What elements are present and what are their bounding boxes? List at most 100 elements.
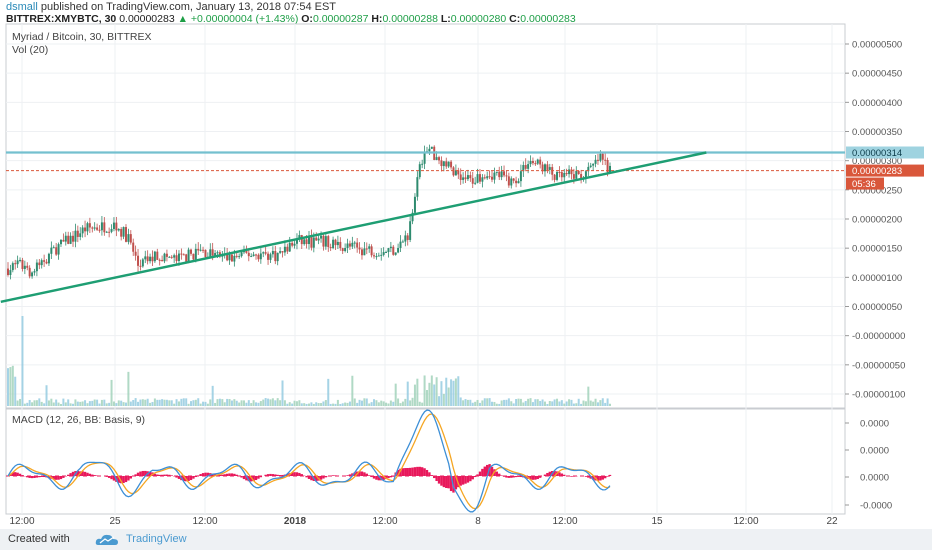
- candle-body: [380, 254, 383, 256]
- volume-bar: [464, 399, 467, 406]
- volume-bar: [177, 401, 180, 406]
- volume-bar: [418, 401, 421, 406]
- macd-histogram-bar: [218, 474, 222, 476]
- macd-histogram-bar: [606, 476, 609, 477]
- candle-body: [587, 166, 590, 172]
- candle-body: [43, 260, 46, 262]
- volume-bar: [433, 384, 436, 406]
- candle-body: [161, 259, 164, 262]
- macd-histogram-bar: [396, 469, 400, 476]
- candle-body: [363, 248, 366, 256]
- support-trendline: [0, 151, 707, 304]
- candle-body: [580, 174, 583, 180]
- footer-bar: Created with TradingView: [0, 529, 932, 550]
- volume-bar: [373, 399, 376, 406]
- volume-bar: [580, 403, 583, 406]
- candle-body: [250, 256, 253, 258]
- candle-body: [329, 247, 332, 249]
- macd-histogram-bar: [247, 476, 250, 482]
- macd-y-tick-label: 0.0000: [860, 419, 889, 430]
- volume-bar: [250, 403, 253, 406]
- candle-body: [267, 253, 270, 260]
- volume-bar: [399, 403, 402, 406]
- volume-bar: [548, 401, 551, 406]
- candle-body: [529, 161, 532, 165]
- volume-bar: [553, 399, 556, 406]
- candle-body: [14, 263, 17, 265]
- volume-bar: [19, 398, 22, 406]
- candle-body: [423, 152, 426, 164]
- volume-bar: [529, 398, 532, 406]
- volume-bar: [165, 399, 168, 406]
- candle-body: [606, 160, 609, 173]
- volume-bar: [476, 399, 479, 406]
- candle-body: [411, 212, 414, 222]
- macd-y-tick-label: 0.0000: [860, 473, 889, 484]
- macd-histogram-bar: [507, 476, 511, 478]
- volume-bar: [560, 400, 563, 406]
- chart-canvas[interactable]: 0.00000500 0.00000450 0.00000400 0.00000350…: [0, 0, 932, 529]
- candle-body: [584, 171, 587, 179]
- volume-bar: [7, 368, 9, 406]
- macd-histogram-bar: [473, 476, 477, 478]
- high-label: H:: [371, 13, 383, 25]
- volume-bar: [524, 401, 527, 406]
- volume-bar: [303, 403, 306, 406]
- volume-bar: [546, 403, 549, 406]
- candle-body: [91, 227, 94, 229]
- candle-body: [293, 243, 296, 246]
- macd-histogram-bar: [408, 467, 412, 476]
- macd-histogram-bar: [505, 476, 508, 478]
- volume-bar: [132, 400, 135, 406]
- macd-histogram-bar: [119, 476, 123, 484]
- candle-body: [255, 254, 258, 256]
- volume-bar: [599, 400, 602, 406]
- volume-bar: [339, 403, 342, 406]
- macd-histogram-bar: [437, 476, 441, 484]
- candle-body: [230, 254, 233, 262]
- macd-histogram-bar: [346, 475, 349, 476]
- macd-histogram-bar: [144, 470, 147, 476]
- volume-bar: [570, 399, 573, 406]
- author-link[interactable]: dsmall: [6, 1, 38, 13]
- macd-histogram-bar: [199, 474, 202, 476]
- volume-bar: [438, 396, 441, 406]
- macd-histogram-bar: [230, 473, 234, 476]
- symbol-info: BITTREX:XMYBTC, 30 0.00000283 ▲ +0.00000…: [6, 13, 576, 25]
- macd-histogram-bar: [425, 469, 429, 476]
- volume-bar: [105, 403, 108, 406]
- volume-bar: [363, 398, 366, 406]
- volume-bar: [327, 378, 330, 406]
- candle-body: [308, 236, 310, 245]
- candle-body: [353, 242, 356, 244]
- candle-body: [556, 171, 559, 180]
- candle-body: [577, 170, 580, 175]
- macd-histogram-bar: [529, 476, 532, 480]
- resistance-label: 0.00000314: [852, 148, 902, 159]
- macd-histogram-bar: [360, 471, 364, 476]
- volume-bar: [582, 400, 585, 406]
- candle-body: [565, 173, 568, 175]
- candle-body: [72, 235, 75, 242]
- y-tick-label: 0.00000250: [852, 185, 902, 196]
- candle-body: [151, 256, 154, 262]
- macd-histogram-bar: [433, 476, 436, 479]
- volume-bar: [76, 401, 79, 406]
- x-tick-label: 12:00: [192, 516, 217, 527]
- volume-bar: [370, 402, 373, 406]
- candle-body: [317, 238, 320, 241]
- candle-body: [28, 267, 31, 277]
- macd-histogram-bar: [483, 466, 486, 476]
- candle-body: [245, 249, 248, 253]
- candle-body: [259, 253, 262, 260]
- x-tick-label: 22: [826, 516, 838, 527]
- volume-bar: [503, 399, 506, 406]
- tradingview-brand[interactable]: TradingView: [126, 533, 187, 545]
- volume-bar: [93, 399, 96, 406]
- macd-histogram-bar: [110, 476, 113, 480]
- candle-body: [548, 167, 551, 170]
- candle-body: [19, 259, 22, 261]
- x-tick-label: 2018: [284, 516, 307, 527]
- macd-histogram-bar: [399, 468, 402, 476]
- macd-histogram-bar: [519, 476, 523, 478]
